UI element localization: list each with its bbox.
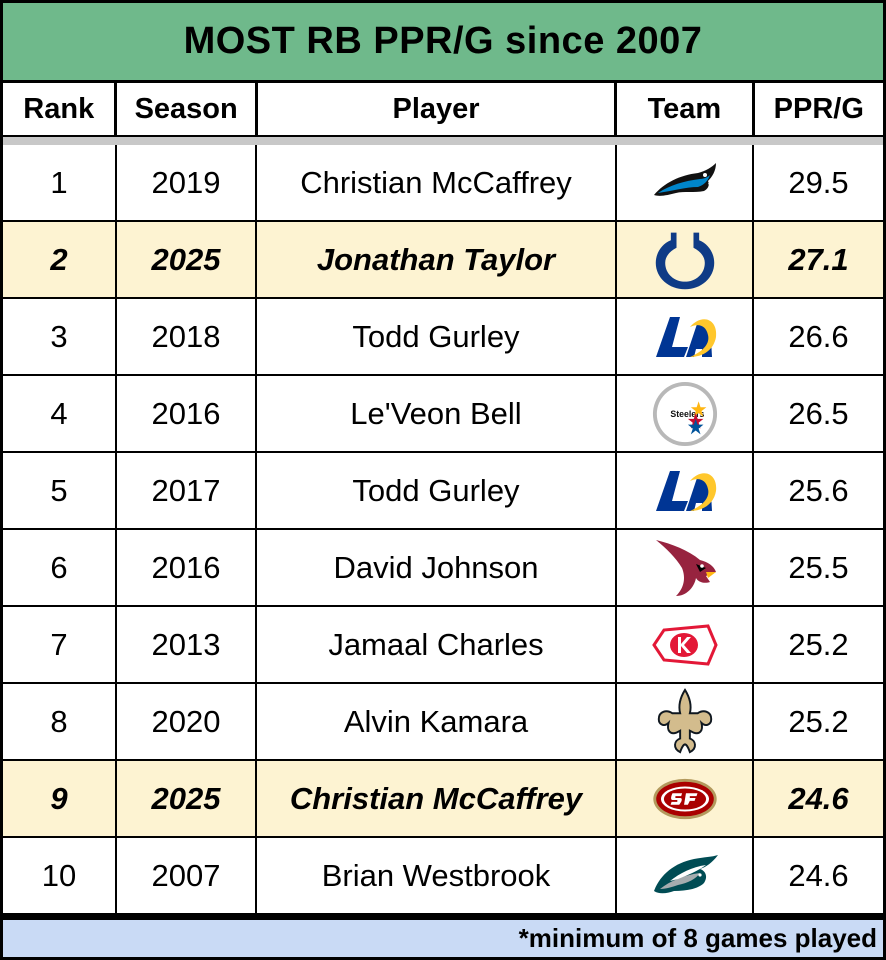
table-row: 2 2025 Jonathan Taylor 27.1 <box>3 222 883 297</box>
player-cell: Brian Westbrook <box>257 838 615 913</box>
player-cell: Le'Veon Bell <box>257 376 615 451</box>
player-cell: Jonathan Taylor <box>257 222 615 297</box>
49ers-logo-icon <box>652 778 717 819</box>
team-cell <box>617 299 752 374</box>
table-row: 5 2017 Todd Gurley 25.6 <box>3 453 883 528</box>
season-cell: 2020 <box>117 684 255 759</box>
eagles-logo-icon <box>653 854 718 893</box>
player-cell: David Johnson <box>257 530 615 605</box>
steelers-logo-icon: Steelers <box>652 381 717 446</box>
table-row: 10 2007 Brian Westbrook 24.6 <box>3 838 883 913</box>
rams-logo-icon <box>655 316 716 357</box>
chiefs-logo-icon <box>651 623 718 666</box>
season-cell: 2007 <box>117 838 255 913</box>
header-team: Team <box>617 83 752 135</box>
ppr-cell: 25.2 <box>754 607 883 682</box>
ppr-cell: 24.6 <box>754 838 883 913</box>
header-season: Season <box>117 83 255 135</box>
ppr-cell: 26.5 <box>754 376 883 451</box>
season-cell: 2016 <box>117 530 255 605</box>
rank-cell: 2 <box>3 222 115 297</box>
table-row: 8 2020 Alvin Kamara 25.2 <box>3 684 883 759</box>
team-cell <box>617 607 752 682</box>
season-cell: 2025 <box>117 761 255 836</box>
rank-cell: 5 <box>3 453 115 528</box>
colts-logo-icon <box>655 232 714 289</box>
ppr-cell: 29.5 <box>754 145 883 220</box>
rank-cell: 9 <box>3 761 115 836</box>
team-cell <box>617 222 752 297</box>
team-cell <box>617 145 752 220</box>
table-row: 7 2013 Jamaal Charles 25.2 <box>3 607 883 682</box>
player-cell: Todd Gurley <box>257 453 615 528</box>
header-player: Player <box>257 83 615 135</box>
table-row: 9 2025 Christian McCaffrey 24.6 <box>3 761 883 836</box>
header-divider <box>3 135 883 147</box>
table-row: 1 2019 Christian McCaffrey 29.5 <box>3 145 883 220</box>
season-cell: 2018 <box>117 299 255 374</box>
season-cell: 2025 <box>117 222 255 297</box>
player-cell: Alvin Kamara <box>257 684 615 759</box>
steelers-logo-text: Steelers <box>670 408 704 418</box>
table-row: 4 2016 Le'Veon Bell Steelers 26.5 <box>3 376 883 451</box>
team-cell: Steelers <box>617 376 752 451</box>
rank-cell: 1 <box>3 145 115 220</box>
footer-note: *minimum of 8 games played <box>3 915 883 957</box>
table-title: MOST RB PPR/G since 2007 <box>3 3 883 83</box>
rank-cell: 10 <box>3 838 115 913</box>
player-cell: Todd Gurley <box>257 299 615 374</box>
ppr-cell: 27.1 <box>754 222 883 297</box>
season-cell: 2019 <box>117 145 255 220</box>
table-body: 1 2019 Christian McCaffrey 29.5 2 2025 J… <box>3 145 883 915</box>
rank-cell: 6 <box>3 530 115 605</box>
ppr-cell: 25.5 <box>754 530 883 605</box>
player-cell: Jamaal Charles <box>257 607 615 682</box>
table-row: 6 2016 David Johnson 25.5 <box>3 530 883 605</box>
team-cell <box>617 684 752 759</box>
header-rank: Rank <box>3 83 115 135</box>
cardinals-logo-icon <box>655 539 716 596</box>
ppr-cell: 25.2 <box>754 684 883 759</box>
player-cell: Christian McCaffrey <box>257 145 615 220</box>
season-cell: 2017 <box>117 453 255 528</box>
season-cell: 2013 <box>117 607 255 682</box>
rank-cell: 8 <box>3 684 115 759</box>
table-row: 3 2018 Todd Gurley 26.6 <box>3 299 883 374</box>
header-row: Rank Season Player Team PPR/G <box>3 83 883 135</box>
ppr-cell: 24.6 <box>754 761 883 836</box>
rank-cell: 7 <box>3 607 115 682</box>
ppr-cell: 25.6 <box>754 453 883 528</box>
team-cell <box>617 530 752 605</box>
panthers-logo-icon <box>653 162 716 196</box>
team-cell <box>617 761 752 836</box>
rams-logo-icon <box>655 470 716 511</box>
saints-logo-icon <box>657 687 712 753</box>
season-cell: 2016 <box>117 376 255 451</box>
player-cell: Christian McCaffrey <box>257 761 615 836</box>
team-cell <box>617 838 752 913</box>
ppr-cell: 26.6 <box>754 299 883 374</box>
team-cell <box>617 453 752 528</box>
rank-cell: 3 <box>3 299 115 374</box>
header-ppr: PPR/G <box>754 83 883 135</box>
rank-cell: 4 <box>3 376 115 451</box>
